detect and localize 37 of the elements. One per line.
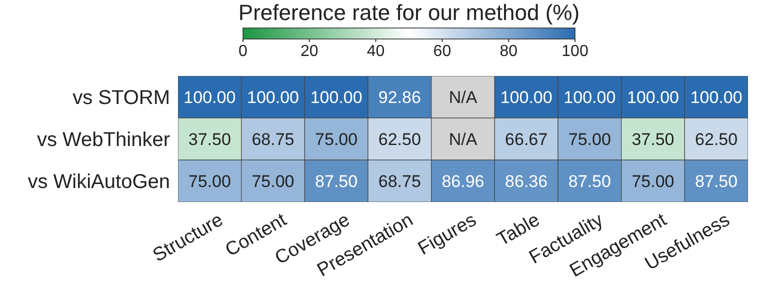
y-tick-label: vs WikiAutoGen [28,171,170,193]
color-bar-label: 20 [300,43,318,60]
data-label: 100.00 [627,88,679,107]
data-label: 62.50 [378,130,421,149]
data-label: 75.00 [188,172,231,191]
data-label: 86.36 [505,172,548,191]
color-bar-label: 100 [562,43,588,60]
color-bar-label: 40 [366,43,385,60]
color-bar-title: Preference rate for our method (%) [238,0,580,25]
y-tick-label: vs WebThinker [36,129,170,151]
data-label: 100.00 [500,88,552,107]
y-tick-label: vs STORM [72,87,170,109]
data-label: 75.00 [632,172,674,191]
data-label: 87.50 [315,172,358,191]
data-label: 37.50 [188,130,231,149]
data-label: 100.00 [247,88,299,107]
data-label: 75.00 [252,172,294,191]
data-label: 100.00 [690,88,742,107]
data-label: 75.00 [568,130,611,149]
data-label: 87.50 [568,172,611,191]
data-label: 92.86 [378,88,421,107]
data-label: 100.00 [184,88,236,107]
data-label: 66.67 [505,130,548,149]
data-label: 100.00 [310,88,362,107]
color-bar-label: 0 [238,43,248,60]
color-bar-label: 80 [500,43,518,60]
text: N/A [448,88,478,107]
data-label: 62.50 [695,130,738,149]
data-label: 68.75 [378,172,421,191]
data-label: 87.50 [695,172,738,191]
data-label: 37.50 [632,130,674,149]
data-label: 75.00 [315,130,358,149]
data-label: 68.75 [252,130,294,149]
data-label: 86.96 [442,172,484,191]
data-label: 100.00 [564,88,616,107]
text: N/A [448,130,478,149]
color-bar-label: 60 [433,43,452,60]
